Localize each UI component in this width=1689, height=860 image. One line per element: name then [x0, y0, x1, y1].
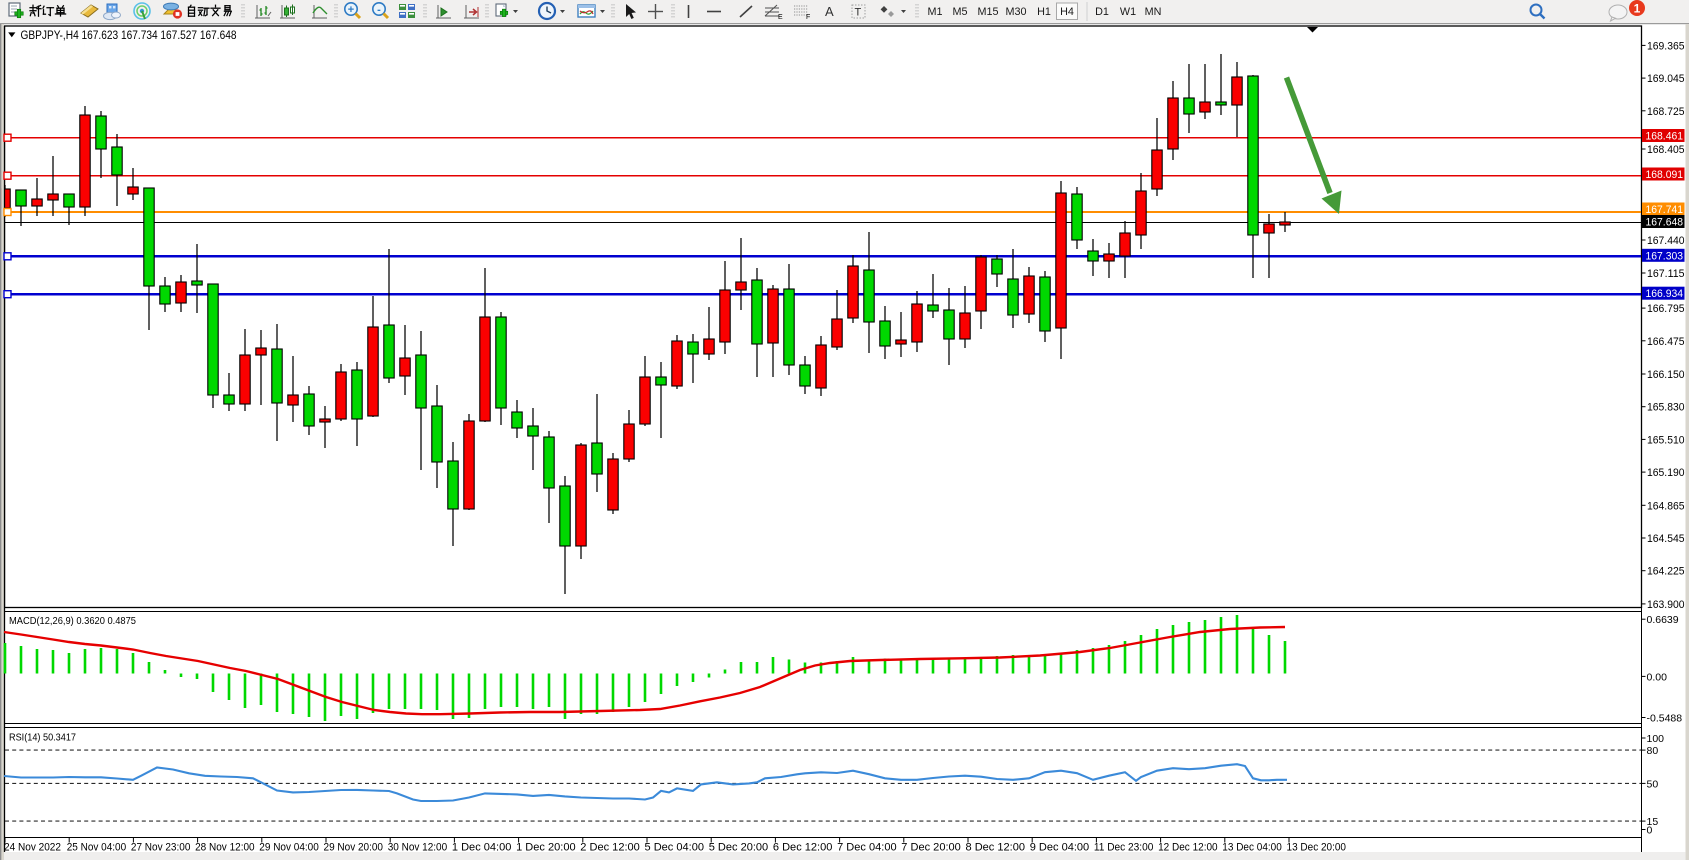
svg-text:169.045: 169.045 [1647, 73, 1685, 85]
svg-text:1 Dec 04:00: 1 Dec 04:00 [452, 842, 512, 854]
svg-text:166.795: 166.795 [1647, 303, 1685, 315]
svg-text:50: 50 [1647, 778, 1659, 790]
svg-text:28 Nov 12:00: 28 Nov 12:00 [195, 842, 255, 854]
svg-text:169.365: 169.365 [1647, 40, 1685, 52]
svg-text:166.150: 166.150 [1647, 369, 1685, 381]
svg-text:1: 1 [1634, 2, 1641, 16]
svg-text:M30: M30 [1005, 6, 1026, 18]
svg-text:M1: M1 [928, 6, 943, 18]
svg-text:167.648: 167.648 [1646, 217, 1684, 229]
svg-text:27 Nov 23:00: 27 Nov 23:00 [131, 842, 191, 854]
svg-text:6 Dec 12:00: 6 Dec 12:00 [773, 842, 833, 854]
svg-text:GBPJPY-,H4 167.623 167.734 16: GBPJPY-,H4 167.623 167.734 167.527 167.6… [21, 28, 237, 42]
svg-text:168.725: 168.725 [1647, 106, 1685, 118]
svg-text:166.475: 166.475 [1647, 336, 1685, 348]
svg-text:M15: M15 [977, 6, 998, 18]
svg-text:15: 15 [1647, 816, 1659, 828]
svg-text:167.303: 167.303 [1646, 250, 1684, 262]
svg-text:W1: W1 [1120, 6, 1136, 18]
svg-text:7 Dec 04:00: 7 Dec 04:00 [837, 842, 897, 854]
svg-text:2 Dec 12:00: 2 Dec 12:00 [580, 842, 640, 854]
svg-text:25 Nov 04:00: 25 Nov 04:00 [67, 842, 127, 854]
svg-text:5 Dec 04:00: 5 Dec 04:00 [645, 842, 705, 854]
svg-text:165.190: 165.190 [1647, 467, 1685, 479]
svg-text:F: F [806, 14, 810, 21]
svg-text:168.461: 168.461 [1646, 131, 1684, 143]
svg-text:168.091: 168.091 [1646, 169, 1684, 181]
svg-text:166.934: 166.934 [1646, 288, 1684, 300]
svg-text:167.440: 167.440 [1647, 235, 1685, 247]
svg-text:167.115: 167.115 [1647, 268, 1685, 280]
svg-text:H4: H4 [1060, 6, 1074, 18]
svg-text:163.900: 163.900 [1647, 599, 1685, 611]
svg-text:164.225: 164.225 [1647, 566, 1685, 578]
svg-text:9 Dec 04:00: 9 Dec 04:00 [1030, 842, 1090, 854]
svg-text:E: E [778, 14, 783, 21]
svg-text:A: A [825, 4, 834, 19]
svg-text:+: + [348, 4, 354, 16]
svg-text:30 Nov 12:00: 30 Nov 12:00 [388, 842, 448, 854]
svg-text:MN: MN [1145, 6, 1162, 18]
svg-text:0: 0 [1647, 825, 1653, 837]
svg-text:H1: H1 [1037, 6, 1051, 18]
svg-text:7 Dec 20:00: 7 Dec 20:00 [901, 842, 961, 854]
svg-text:29 Nov 20:00: 29 Nov 20:00 [324, 842, 384, 854]
svg-text:T: T [855, 7, 862, 19]
svg-text:0.6639: 0.6639 [1647, 614, 1679, 626]
svg-text:8 Dec 12:00: 8 Dec 12:00 [966, 842, 1026, 854]
svg-text:M5: M5 [953, 6, 968, 18]
svg-text:-0.5488: -0.5488 [1647, 713, 1683, 725]
svg-text:168.405: 168.405 [1647, 144, 1685, 156]
svg-text:29 Nov 04:00: 29 Nov 04:00 [259, 842, 319, 854]
svg-text:5 Dec 20:00: 5 Dec 20:00 [709, 842, 769, 854]
svg-text:164.865: 164.865 [1647, 500, 1685, 512]
svg-text:100: 100 [1647, 733, 1665, 745]
svg-text:D1: D1 [1095, 6, 1109, 18]
svg-text:1 Dec 20:00: 1 Dec 20:00 [516, 842, 576, 854]
svg-text:11 Dec 23:00: 11 Dec 23:00 [1094, 842, 1154, 854]
svg-text:80: 80 [1647, 745, 1659, 757]
svg-text:167.741: 167.741 [1646, 204, 1684, 216]
svg-text:165.510: 165.510 [1647, 434, 1685, 446]
svg-text:13 Dec 20:00: 13 Dec 20:00 [1287, 842, 1347, 854]
svg-text:164.545: 164.545 [1647, 533, 1685, 545]
svg-text:0.00: 0.00 [1647, 671, 1668, 683]
svg-text:24 Nov 2022: 24 Nov 2022 [4, 842, 61, 854]
svg-text:13 Dec 04:00: 13 Dec 04:00 [1222, 842, 1282, 854]
svg-text:-: - [377, 4, 381, 16]
svg-text:165.830: 165.830 [1647, 402, 1685, 414]
svg-text:12 Dec 12:00: 12 Dec 12:00 [1158, 842, 1218, 854]
svg-text:MACD(12,26,9) 0.3620 0.4875: MACD(12,26,9) 0.3620 0.4875 [9, 615, 136, 627]
svg-text:RSI(14) 50.3417: RSI(14) 50.3417 [9, 732, 76, 744]
